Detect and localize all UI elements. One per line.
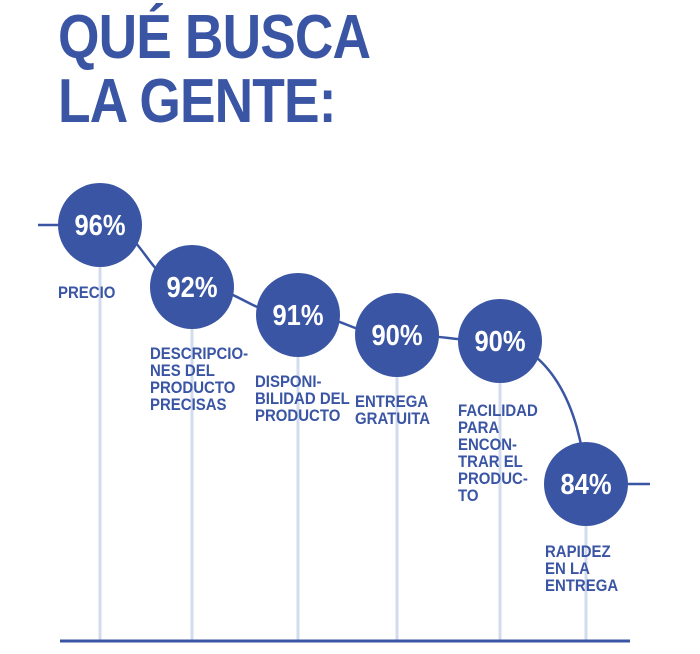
page-title: QUÉ BUSCA LA GENTE:: [58, 3, 371, 136]
data-label: 90%: [371, 318, 422, 351]
category-label: PRECIO: [58, 283, 116, 302]
data-point-circle: [256, 273, 340, 357]
data-label: 84%: [560, 467, 611, 500]
data-point-circle: [458, 299, 542, 383]
data-point-circle: [150, 245, 234, 329]
category-label: ENTREGA GRATUITA: [355, 392, 431, 428]
data-point-circle: [355, 293, 439, 377]
title-line-1: QUÉ BUSCA: [58, 3, 371, 72]
data-point-circle: [544, 442, 628, 526]
category-label: DISPONI- BILIDAD DEL PRODUCTO: [255, 372, 350, 425]
category-label: RAPIDEZ EN LA ENTREGA: [545, 542, 619, 595]
data-label: 91%: [272, 298, 323, 331]
data-point-circle: [58, 183, 142, 267]
data-label: 96%: [74, 208, 125, 241]
data-label: 92%: [166, 270, 217, 303]
category-label: DESCRIPCIO- NES DEL PRODUCTO PRECISAS: [150, 344, 249, 414]
category-label: FACILIDAD PARA ENCON- TRAR EL PRODUC- TO: [458, 401, 538, 505]
trend-line: [38, 223, 650, 486]
data-label: 90%: [474, 324, 525, 357]
title-line-2: LA GENTE:: [58, 67, 336, 136]
